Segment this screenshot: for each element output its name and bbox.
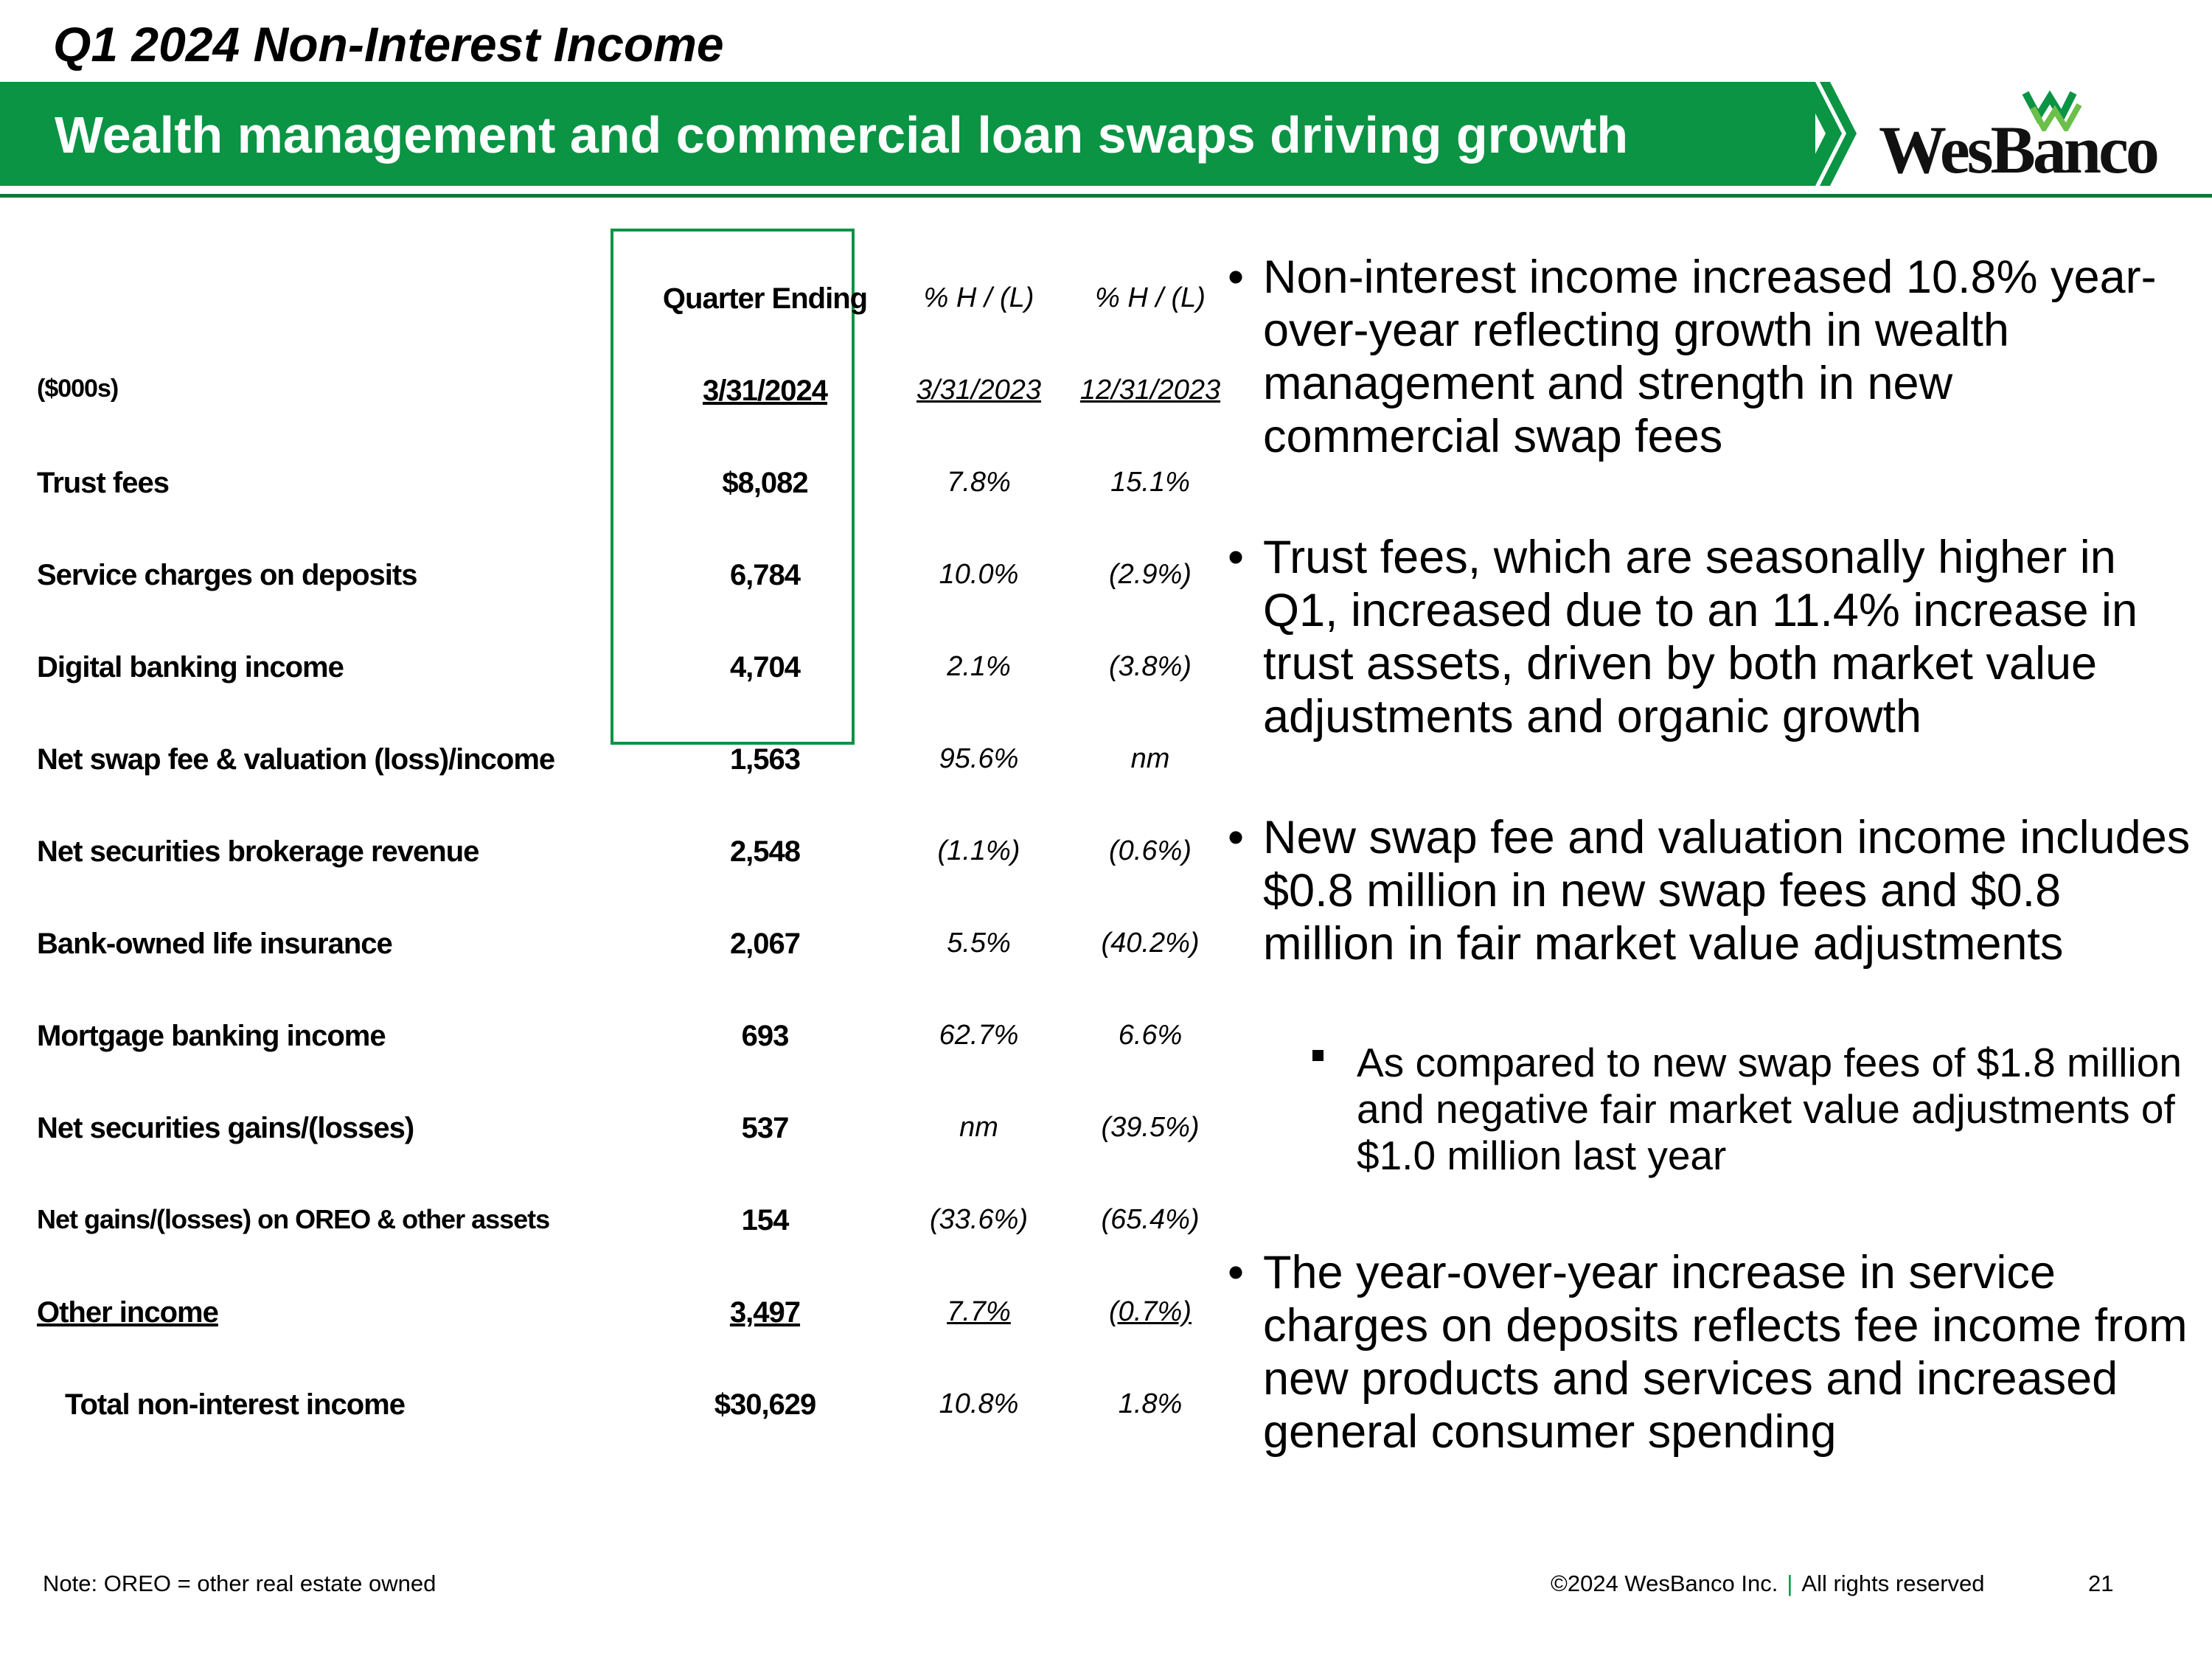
row-pct2: (0.7%) [1109, 1296, 1192, 1327]
row-quarter-value: 3,497 [729, 1296, 801, 1329]
page-title: Q1 2024 Non-Interest Income [53, 17, 724, 72]
bullet-dot-icon: • [1228, 532, 1245, 583]
total-pct1: 10.8% [939, 1388, 1019, 1419]
row-label: Digital banking income [37, 651, 344, 684]
bullet-item: • New swap fee and valuation income incl… [1228, 812, 2191, 970]
row-pct1: 5.5% [947, 928, 1011, 959]
row-quarter-value: 2,548 [729, 835, 801, 868]
table-date-row: ($000s) 3/31/2024 3/31/2023 12/31/2023 [37, 375, 1220, 434]
table-row: Other income 3,497 7.7% (0.7%) [37, 1296, 1217, 1355]
row-pct2: (40.2%) [1101, 928, 1200, 959]
total-pct2: 1.8% [1118, 1388, 1183, 1419]
table-row: Service charges on deposits 6,784 10.0% … [37, 559, 1217, 618]
table-header-row: Quarter Ending % H / (L) % H / (L) [37, 282, 1217, 341]
square-bullet-icon [1312, 1050, 1324, 1061]
quarter-highlight-box [611, 229, 855, 745]
row-pct1: 95.6% [939, 743, 1019, 774]
row-label: Other income [37, 1296, 219, 1329]
page-number: 21 [2088, 1571, 2114, 1596]
table-total-row: Total non-interest income $30,629 10.8% … [37, 1388, 1217, 1447]
bullet-dot-icon: • [1228, 1247, 1245, 1298]
row-label: Net securities brokerage revenue [37, 835, 479, 868]
row-pct2: (0.6%) [1109, 835, 1192, 866]
logo-mark-icon [2022, 90, 2082, 131]
total-quarter-value: $30,629 [714, 1388, 817, 1421]
banner-title: Wealth management and commercial loan sw… [55, 106, 1629, 164]
footnote: Note: OREO = other real estate owned [43, 1571, 437, 1596]
col-header-pct1: % H / (L) [923, 282, 1034, 313]
row-quarter-value: 1,563 [729, 743, 801, 776]
row-label: Trust fees [37, 467, 170, 499]
row-quarter-value: 4,704 [729, 651, 801, 684]
copyright-text: ©2024 WesBanco Inc. [1551, 1571, 1778, 1596]
row-label: Net gains/(losses) on OREO & other asset… [37, 1204, 550, 1234]
table-row: Bank-owned life insurance 2,067 5.5% (40… [37, 928, 1217, 987]
row-label: Bank-owned life insurance [37, 928, 393, 960]
row-pct1: 10.0% [939, 559, 1019, 590]
row-pct2: (3.8%) [1109, 651, 1192, 682]
row-pct2: (39.5%) [1101, 1112, 1200, 1143]
bullet-item: • Non-interest income increased 10.8% ye… [1228, 251, 2157, 462]
col-header-pct2: % H / (L) [1095, 282, 1206, 313]
col-header-quarter: Quarter Ending [662, 282, 868, 315]
row-label: Net swap fee & valuation (loss)/income [37, 743, 555, 776]
row-quarter-value: $8,082 [722, 467, 808, 499]
row-label: Net securities gains/(losses) [37, 1112, 414, 1144]
row-pct2: nm [1130, 743, 1170, 774]
row-quarter-value: 537 [741, 1112, 790, 1144]
chevron-arrow-icon [1799, 82, 1857, 186]
sub-bullet-item: As compared to new swap fees of $1.8 mil… [1312, 1040, 2197, 1179]
table-row: Net securities gains/(losses) 537 nm (39… [37, 1112, 1217, 1171]
row-label: Mortgage banking income [37, 1020, 386, 1052]
row-pct1: 2.1% [947, 651, 1011, 682]
date-p2: 12/31/2023 [1079, 375, 1221, 406]
row-pct2: 15.1% [1110, 467, 1190, 498]
row-pct1: (1.1%) [937, 835, 1020, 866]
units-label: ($000s) [37, 375, 119, 403]
header-rule [0, 194, 2212, 198]
logo-wordmark: WesBanco [1879, 112, 2160, 187]
title-banner [0, 82, 1815, 186]
row-pct1: 7.7% [947, 1296, 1011, 1327]
row-pct2: 6.6% [1118, 1020, 1183, 1051]
bullet-dot-icon: • [1228, 251, 1245, 303]
table-row: Net securities brokerage revenue 2,548 (… [37, 835, 1217, 894]
row-label: Service charges on deposits [37, 559, 417, 591]
row-pct2: (65.4%) [1101, 1204, 1200, 1235]
footer-separator: | [1787, 1571, 1793, 1596]
total-label: Total non-interest income [65, 1388, 406, 1421]
row-quarter-value: 154 [741, 1204, 790, 1237]
row-quarter-value: 2,067 [729, 928, 801, 960]
table-row: Net gains/(losses) on OREO & other asset… [37, 1204, 1217, 1263]
table-row: Trust fees $8,082 7.8% 15.1% [37, 467, 1217, 526]
copyright: ©2024 WesBanco Inc. | All rights reserved [1551, 1571, 1985, 1597]
bullet-item: • The year-over-year increase in service… [1228, 1247, 2188, 1458]
bullet-item: • Trust fees, which are seasonally highe… [1228, 532, 2138, 742]
row-pct1: 7.8% [947, 467, 1011, 498]
table-row: Digital banking income 4,704 2.1% (3.8%) [37, 651, 1217, 710]
row-pct1: nm [959, 1112, 998, 1143]
rights-text: All rights reserved [1801, 1571, 1985, 1596]
date-p1: 3/31/2023 [916, 375, 1042, 406]
row-pct1: (33.6%) [929, 1204, 1029, 1235]
row-pct2: (2.9%) [1109, 559, 1192, 590]
date-quarter: 3/31/2024 [703, 375, 828, 407]
row-quarter-value: 6,784 [729, 559, 801, 591]
row-quarter-value: 693 [741, 1020, 790, 1052]
bullet-dot-icon: • [1228, 812, 1245, 863]
table-row: Net swap fee & valuation (loss)/income 1… [37, 743, 1217, 802]
table-row: Mortgage banking income 693 62.7% 6.6% [37, 1020, 1217, 1079]
row-pct1: 62.7% [939, 1020, 1019, 1051]
